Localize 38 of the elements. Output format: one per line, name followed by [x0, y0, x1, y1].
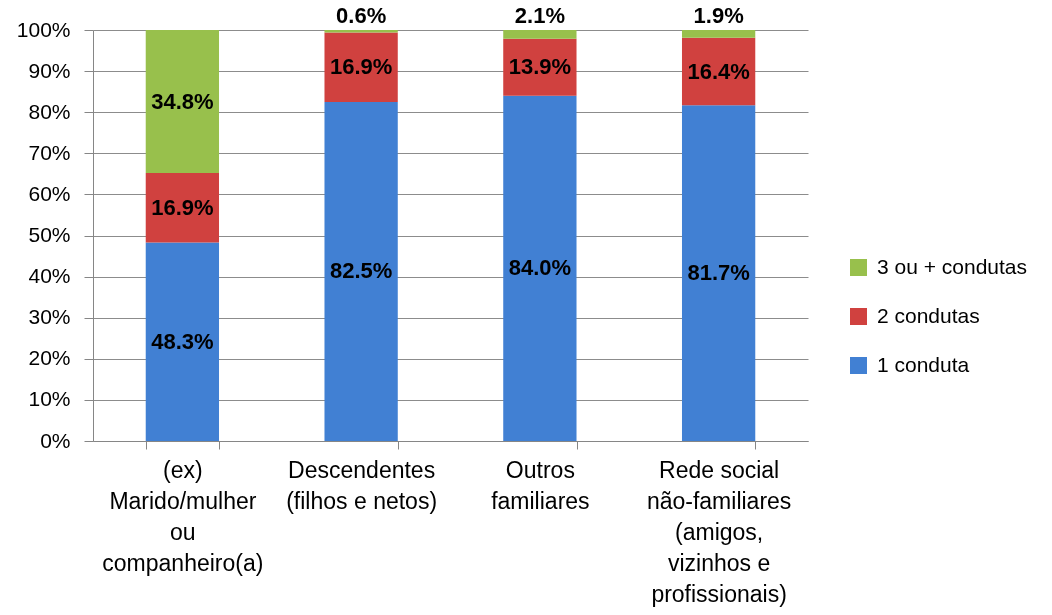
data-label: 16.9% [151, 194, 214, 220]
data-label: 16.9% [329, 54, 393, 80]
data-label: 2.1% [514, 3, 565, 28]
bar [145, 30, 220, 174]
legend-label: 3 ou + condutas [877, 254, 1028, 278]
y-tick-label: 40% [28, 264, 71, 288]
y-tick-label: 100% [16, 17, 71, 41]
x-tick-label: (ex) Marido/mulher ou companheiro(a) [102, 456, 264, 576]
x-tick-label: Outros familiares [491, 456, 590, 514]
data-label: 16.4% [687, 58, 750, 84]
bar [681, 105, 756, 441]
y-tick-label: 70% [28, 140, 71, 164]
y-tick-label: 30% [28, 305, 71, 329]
data-label: 48.3% [151, 328, 214, 354]
x-tick-label: Rede social não-familiares (amigos, vizinhos e profissionais) [646, 456, 792, 607]
legend-label: 2 condutas [877, 303, 980, 327]
data-label: 13.9% [508, 54, 572, 80]
bar [503, 95, 577, 441]
data-label: 84.0% [508, 255, 572, 281]
y-tick-label: 20% [28, 346, 71, 370]
y-tick-label: 50% [28, 223, 71, 246]
data-label: 34.8% [151, 88, 214, 114]
bar [145, 242, 220, 441]
bar [681, 30, 756, 38]
y-tick-label: 80% [28, 99, 71, 123]
y-tick-label: 0% [40, 428, 71, 452]
y-tick-label: 60% [28, 181, 71, 205]
x-tick-label: Descendentes (filhos e netos) [286, 456, 438, 514]
data-label: 81.7% [687, 260, 750, 286]
y-tick-label: 10% [28, 387, 71, 411]
data-label: 0.6% [336, 3, 387, 28]
bar [324, 101, 398, 441]
legend-label: 1 conduta [877, 352, 970, 376]
bar [503, 30, 577, 39]
data-label: 82.5% [329, 258, 393, 284]
y-tick-label: 90% [28, 58, 71, 82]
data-label: 1.9% [693, 3, 744, 28]
bar [324, 32, 398, 102]
